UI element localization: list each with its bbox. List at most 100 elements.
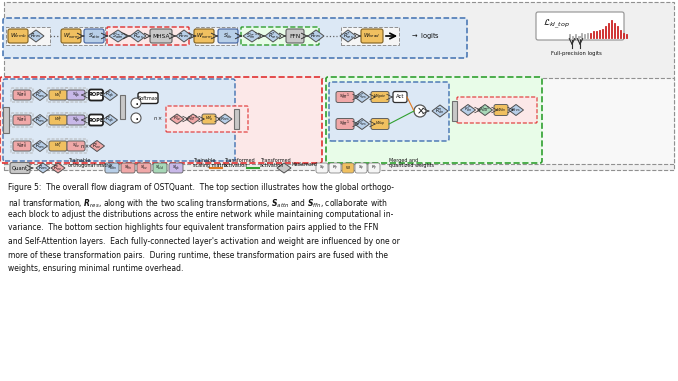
Bar — [4, 78, 674, 164]
Circle shape — [131, 98, 141, 108]
Text: $S^{i-1}_{ffn}$: $S^{i-1}_{ffn}$ — [246, 30, 258, 42]
Text: $S^i_{qk}$: $S^i_{qk}$ — [72, 89, 80, 101]
FancyBboxPatch shape — [89, 90, 103, 101]
Text: W: W — [346, 166, 350, 170]
Text: $W_{dn}$: $W_{dn}$ — [496, 106, 506, 114]
FancyBboxPatch shape — [67, 141, 85, 151]
Text: nal transformation, $\boldsymbol{R}_{res}$, along with the two scaling transform: nal transformation, $\boldsymbol{R}_{res… — [8, 197, 388, 210]
Bar — [341, 27, 399, 45]
Text: $W_{emb}$: $W_{emb}$ — [9, 32, 26, 40]
FancyBboxPatch shape — [326, 77, 542, 163]
Text: ROPE: ROPE — [88, 117, 104, 123]
FancyBboxPatch shape — [67, 90, 85, 100]
Text: Softmax: Softmax — [138, 96, 159, 101]
FancyBboxPatch shape — [153, 163, 167, 173]
Polygon shape — [36, 163, 50, 173]
Text: $S^i_{ov}$: $S^i_{ov}$ — [140, 163, 148, 173]
Text: $R_{res}$: $R_{res}$ — [178, 32, 190, 40]
Text: $S^i_{u/d}$: $S^i_{u/d}$ — [155, 163, 165, 173]
Bar — [195, 27, 237, 45]
Text: and Self-Attention layers.  Each fully-connected layer's activation and weight a: and Self-Attention layers. Each fully-co… — [8, 237, 400, 246]
Text: $\cdot$: $\cdot$ — [134, 111, 138, 125]
Text: $S^{i-1}_{attn}$: $S^{i-1}_{attn}$ — [16, 90, 28, 100]
Text: $S_\gamma$: $S_\gamma$ — [358, 163, 364, 173]
FancyBboxPatch shape — [286, 29, 304, 43]
Polygon shape — [277, 163, 291, 173]
FancyBboxPatch shape — [494, 104, 508, 115]
Text: $W^v_i$: $W^v_i$ — [54, 141, 62, 150]
FancyBboxPatch shape — [342, 163, 354, 173]
Text: $W_{head}$: $W_{head}$ — [363, 32, 380, 40]
Polygon shape — [33, 115, 47, 125]
Text: variance.  The bottom section highlights four equivalent transformation pairs ap: variance. The bottom section highlights … — [8, 224, 378, 232]
Text: $R_{res}$: $R_{res}$ — [311, 32, 321, 40]
Text: $R^T_{res}$: $R^T_{res}$ — [35, 90, 45, 101]
FancyBboxPatch shape — [49, 90, 67, 100]
Polygon shape — [432, 105, 448, 117]
Text: $S^{i-1}_{attn}$: $S^{i-1}_{attn}$ — [16, 115, 28, 125]
FancyBboxPatch shape — [371, 118, 389, 130]
Text: $R^i_{qk}$: $R^i_{qk}$ — [105, 114, 115, 126]
Text: $S^{i-1}_{u/d}$: $S^{i-1}_{u/d}$ — [479, 105, 491, 115]
Text: $R_{res}$: $R_{res}$ — [220, 115, 230, 123]
Bar — [452, 101, 456, 121]
FancyBboxPatch shape — [138, 93, 158, 104]
FancyBboxPatch shape — [150, 29, 172, 43]
Text: $S^i_{qk}$: $S^i_{qk}$ — [72, 114, 80, 126]
FancyBboxPatch shape — [84, 29, 104, 43]
FancyBboxPatch shape — [11, 139, 33, 153]
FancyBboxPatch shape — [166, 106, 248, 132]
Polygon shape — [89, 141, 104, 152]
FancyBboxPatch shape — [536, 12, 624, 40]
Polygon shape — [102, 90, 117, 101]
Bar — [4, 2, 674, 170]
Text: FFN: FFN — [290, 34, 300, 38]
Bar — [3, 107, 9, 133]
Polygon shape — [308, 30, 324, 42]
Text: $R^T_{res}$: $R^T_{res}$ — [342, 30, 353, 42]
Text: $W_{up}$: $W_{up}$ — [375, 120, 385, 128]
FancyBboxPatch shape — [8, 29, 28, 43]
Circle shape — [131, 113, 141, 123]
Text: $R^T_{res}$: $R^T_{res}$ — [35, 141, 45, 151]
Text: Merged and
quantized weights: Merged and quantized weights — [389, 158, 434, 168]
Text: Trainable
scaling matrix: Trainable scaling matrix — [193, 158, 228, 168]
Text: more of these transformation pairs.  During runtime, these transformation pairs : more of these transformation pairs. Duri… — [8, 250, 388, 259]
Text: Transformed
activation: Transformed activation — [224, 158, 255, 168]
Text: ROPE: ROPE — [88, 93, 104, 98]
Bar — [233, 109, 239, 129]
FancyBboxPatch shape — [67, 115, 85, 125]
Polygon shape — [218, 114, 232, 124]
FancyBboxPatch shape — [49, 115, 67, 125]
Text: $S^{i-1}_{ov}$: $S^{i-1}_{ov}$ — [187, 114, 199, 124]
FancyBboxPatch shape — [169, 163, 183, 173]
Polygon shape — [33, 141, 47, 152]
FancyBboxPatch shape — [10, 163, 30, 173]
Text: $R_\gamma$: $R_\gamma$ — [371, 163, 378, 173]
Polygon shape — [243, 30, 261, 42]
Polygon shape — [33, 90, 47, 101]
Text: $S^i_{attn}$: $S^i_{attn}$ — [107, 163, 117, 173]
Polygon shape — [508, 104, 523, 115]
FancyBboxPatch shape — [65, 88, 87, 102]
Text: $S^i_{ffn}$: $S^i_{ffn}$ — [223, 30, 233, 42]
FancyBboxPatch shape — [218, 29, 238, 43]
FancyBboxPatch shape — [361, 29, 383, 43]
Text: $R^T_{dn}$: $R^T_{dn}$ — [464, 105, 473, 115]
FancyBboxPatch shape — [13, 90, 31, 100]
FancyBboxPatch shape — [316, 163, 328, 173]
FancyBboxPatch shape — [89, 115, 103, 125]
Polygon shape — [355, 118, 370, 130]
Text: $R_{res}$: $R_{res}$ — [38, 163, 48, 173]
FancyBboxPatch shape — [355, 163, 367, 173]
FancyBboxPatch shape — [11, 88, 33, 102]
Polygon shape — [477, 104, 492, 115]
FancyBboxPatch shape — [47, 88, 69, 102]
FancyBboxPatch shape — [13, 115, 31, 125]
Polygon shape — [130, 30, 146, 42]
Text: $R^i_{ov}$: $R^i_{ov}$ — [54, 163, 62, 173]
Text: $S^{i-1}_{ffn}$: $S^{i-1}_{ffn}$ — [339, 119, 351, 129]
Text: Trainable
orthogonal matrix: Trainable orthogonal matrix — [68, 158, 113, 168]
Text: $S^{i-1}_{ffn}$: $S^{i-1}_{ffn}$ — [339, 92, 351, 102]
FancyBboxPatch shape — [137, 163, 151, 173]
